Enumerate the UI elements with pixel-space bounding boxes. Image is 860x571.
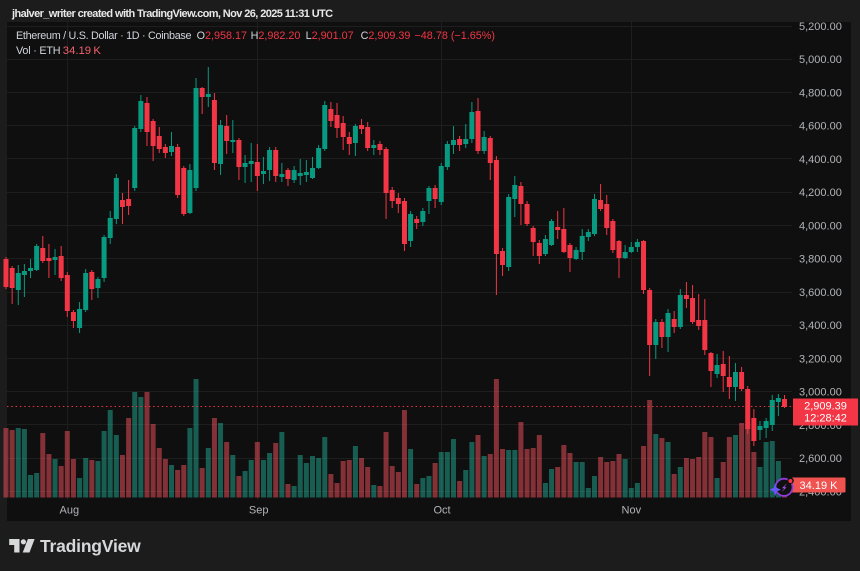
svg-text:5,000.00: 5,000.00: [799, 54, 842, 66]
svg-text:3,200.00: 3,200.00: [799, 353, 842, 365]
svg-text:4,400.00: 4,400.00: [799, 154, 842, 166]
svg-text:3,600.00: 3,600.00: [799, 287, 842, 299]
svg-text:12:28:42: 12:28:42: [804, 413, 847, 425]
svg-text:2,909.39: 2,909.39: [804, 401, 847, 413]
svg-text:3,400.00: 3,400.00: [799, 320, 842, 332]
svg-text:3,000.00: 3,000.00: [799, 387, 842, 399]
svg-text:Nov: Nov: [622, 505, 642, 517]
svg-text:4,000.00: 4,000.00: [799, 220, 842, 232]
svg-text:4,200.00: 4,200.00: [799, 187, 842, 199]
svg-text:34.19 K: 34.19 K: [800, 480, 839, 492]
svg-text:3,800.00: 3,800.00: [799, 254, 842, 266]
svg-text:Sep: Sep: [249, 505, 269, 517]
svg-text:5,200.00: 5,200.00: [799, 21, 842, 33]
svg-text:4,600.00: 4,600.00: [799, 121, 842, 133]
svg-text:Oct: Oct: [433, 505, 450, 517]
svg-text:2,600.00: 2,600.00: [799, 453, 842, 465]
svg-text:Aug: Aug: [60, 505, 80, 517]
svg-text:4,800.00: 4,800.00: [799, 87, 842, 99]
